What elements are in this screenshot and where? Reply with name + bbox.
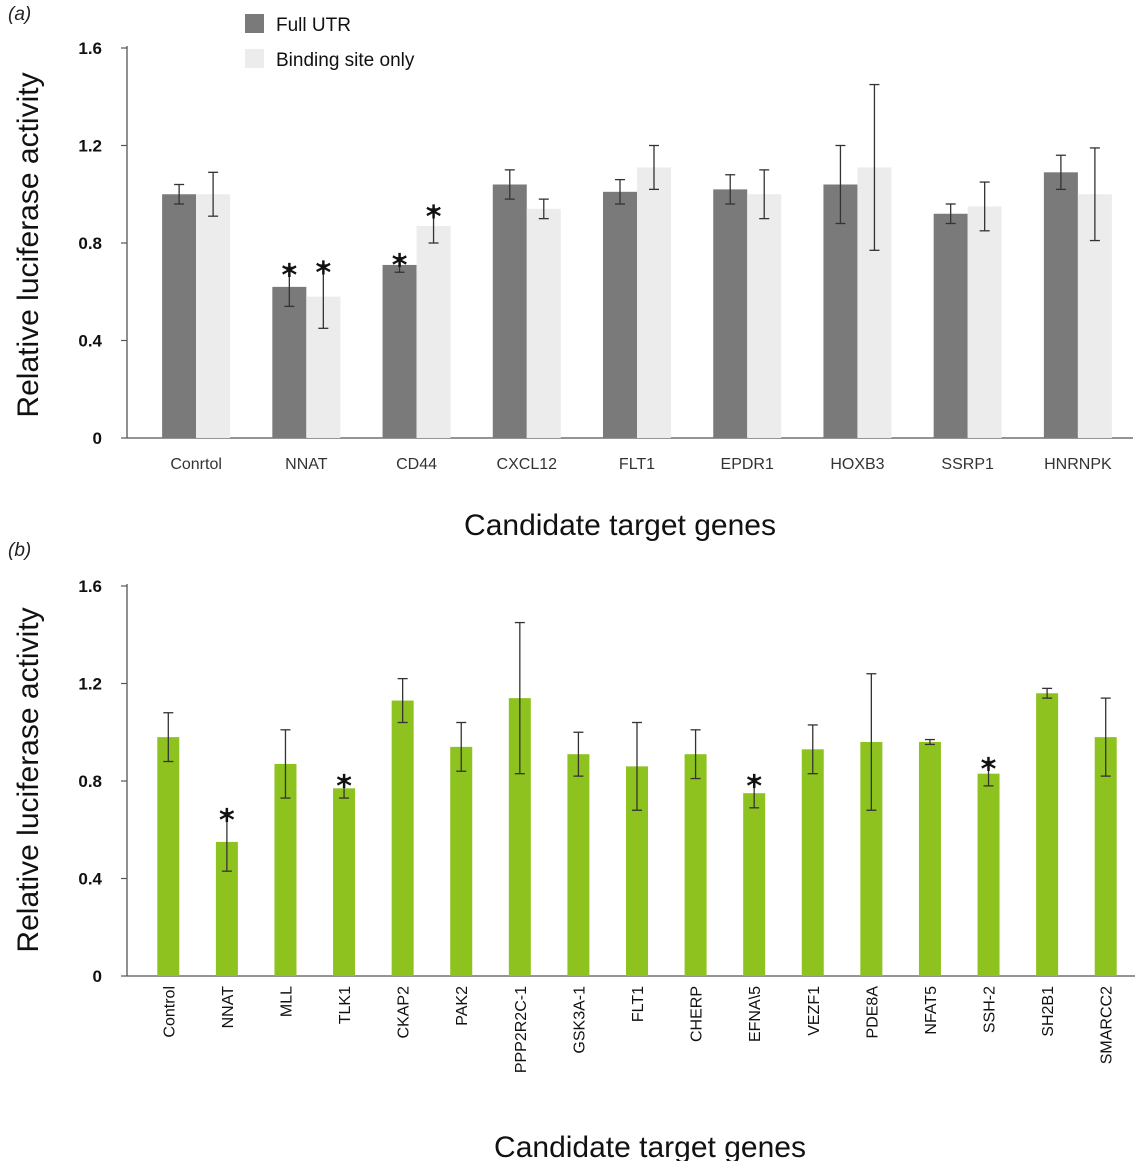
x-tick-label: MLL (278, 986, 295, 1017)
bar (823, 184, 858, 438)
y-tick-label: 0 (93, 429, 102, 448)
x-tick-label: FLT1 (630, 986, 647, 1022)
significance-asterisk: * (336, 770, 352, 805)
bar (567, 754, 590, 976)
bar (416, 225, 451, 438)
bar (967, 206, 1002, 438)
bar (918, 742, 941, 976)
bar (333, 788, 356, 976)
panel-a-legend: Full UTR Binding site only (245, 14, 415, 71)
bar (684, 754, 707, 976)
x-tick-label: EFNA\5 (747, 986, 764, 1042)
panel-a-label: (a) (8, 4, 31, 25)
significance-asterisk: * (315, 256, 331, 291)
bar (933, 213, 968, 438)
bar (747, 194, 782, 438)
x-tick-label: CKAP2 (396, 986, 413, 1039)
panel-b: (b) Relative luciferase activity Candida… (8, 540, 1135, 1161)
y-tick-label: 0.4 (78, 332, 102, 351)
significance-asterisk: * (746, 770, 762, 805)
x-tick-label: Control (161, 986, 178, 1038)
x-tick-label: HNRNPK (1044, 456, 1112, 473)
legend-swatch-binding-site-only (245, 49, 264, 68)
significance-asterisk: * (981, 753, 997, 788)
panel-a-x-axis-label: Candidate target genes (464, 509, 776, 542)
x-tick-label: HOXB3 (830, 456, 884, 473)
y-tick-label: 1.2 (78, 675, 102, 694)
bar (215, 841, 238, 976)
bar (391, 700, 414, 976)
x-tick-label: SSH-2 (982, 986, 999, 1033)
legend-label-full-utr: Full UTR (276, 15, 351, 36)
panel-a: (a) Relative luciferase activity Candida… (8, 4, 1133, 542)
bar (526, 208, 561, 438)
bar (603, 191, 637, 438)
significance-asterisk: * (392, 249, 408, 284)
x-tick-label: NNAT (220, 986, 237, 1029)
bar (157, 737, 180, 976)
bar (801, 749, 824, 976)
bar (508, 698, 531, 976)
x-tick-label: NNAT (285, 456, 328, 473)
panel-b-label: (b) (8, 540, 31, 561)
x-tick-label: SMARCC2 (1099, 986, 1116, 1064)
bar (1036, 693, 1059, 976)
y-tick-label: 0.4 (78, 870, 102, 889)
panel-b-y-axis-label: Relative luciferase activity (12, 607, 45, 952)
x-tick-label: PPP2R2C-1 (513, 986, 530, 1073)
bar (274, 763, 297, 976)
y-tick-label: 1.2 (78, 137, 102, 156)
x-tick-label: PAK2 (454, 986, 471, 1026)
x-tick-label: SSRP1 (941, 456, 994, 473)
panel-a-y-axis-label: Relative luciferase activity (12, 72, 45, 417)
x-tick-label: FLT1 (619, 456, 655, 473)
y-tick-label: 0 (93, 967, 102, 986)
significance-asterisk: * (219, 804, 235, 839)
bar (860, 742, 883, 976)
bar (162, 194, 197, 438)
x-tick-label: EPDR1 (721, 456, 774, 473)
legend-label-binding-site-only: Binding site only (276, 50, 415, 71)
bar (272, 286, 307, 438)
x-tick-label: GSK3A-1 (571, 986, 588, 1054)
x-tick-label: NFAT5 (923, 986, 940, 1035)
y-tick-label: 1.6 (78, 577, 102, 596)
x-tick-label: Conrtol (170, 456, 222, 473)
x-tick-label: CD44 (396, 456, 437, 473)
x-tick-label: CXCL12 (497, 456, 558, 473)
panel-b-x-axis-label: Candidate target genes (494, 1131, 806, 1161)
y-tick-label: 0.8 (78, 772, 102, 791)
bar (382, 264, 417, 438)
significance-asterisk: * (281, 258, 297, 293)
x-tick-label: TLK1 (337, 986, 354, 1024)
bar (1043, 172, 1078, 438)
bar (637, 167, 671, 438)
bar (977, 773, 1000, 976)
bar (1094, 737, 1117, 976)
bar (626, 766, 648, 976)
significance-asterisk: * (426, 200, 442, 235)
bar (450, 746, 473, 976)
x-tick-label: PDE8A (864, 986, 881, 1039)
bar (492, 184, 527, 438)
x-tick-label: CHERP (689, 986, 706, 1042)
x-tick-label: VEZF1 (806, 986, 823, 1036)
bar (713, 189, 748, 438)
y-tick-label: 1.6 (78, 39, 102, 58)
bar (743, 793, 766, 976)
legend-swatch-full-utr (245, 14, 264, 33)
y-tick-label: 0.8 (78, 234, 102, 253)
bar (196, 194, 231, 438)
x-tick-label: SH2B1 (1040, 986, 1057, 1037)
